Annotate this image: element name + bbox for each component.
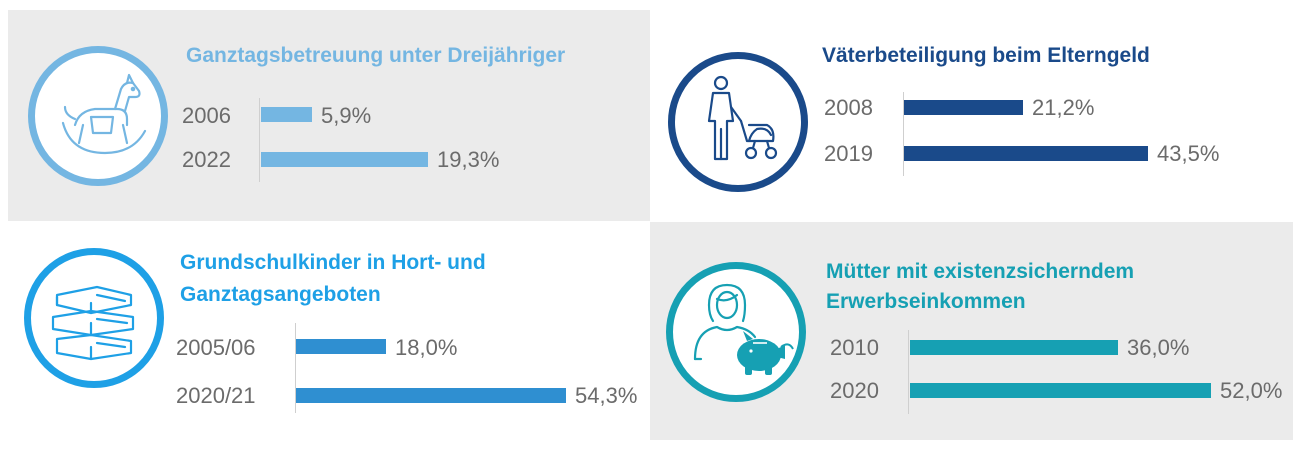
- chart-axis: [295, 323, 296, 413]
- chart-title-line-2: Ganztagsangeboten: [180, 283, 381, 306]
- value-label: 18,0%: [395, 335, 458, 360]
- bar-2010: [910, 340, 1118, 355]
- chart-title-line-1: Mütter mit existenzsicherndem: [826, 260, 1135, 283]
- chart-axis: [259, 98, 260, 182]
- value-label: 52,0%: [1220, 378, 1283, 403]
- chart-axis: [903, 92, 904, 176]
- value-label: 54,3%: [575, 383, 638, 408]
- category-label: 2020/21: [176, 383, 256, 408]
- category-label: 2008: [824, 95, 873, 120]
- mother-piggy-bank-icon: [666, 262, 806, 402]
- category-label: 2006: [182, 103, 231, 128]
- chart-title-line-2: Erwerbseinkommen: [826, 290, 1026, 313]
- bar-2008: [904, 100, 1023, 115]
- value-label: 19,3%: [437, 147, 500, 172]
- bar-2006: [261, 107, 312, 122]
- category-label: 2010: [830, 335, 879, 360]
- category-label: 2022: [182, 147, 231, 172]
- chart-title-line-1: Grundschulkinder in Hort- und: [180, 251, 486, 274]
- chart-axis: [908, 330, 909, 414]
- chart-title: Ganztagsbetreuung unter Dreijähriger: [186, 44, 566, 67]
- value-label: 36,0%: [1127, 335, 1190, 360]
- chart-title: Väterbeteiligung beim Elterngeld: [822, 44, 1150, 67]
- bar-2005-06: [296, 339, 386, 354]
- bar-2019: [904, 146, 1148, 161]
- bar-2022: [261, 152, 428, 167]
- bar-2020: [910, 383, 1211, 398]
- value-label: 43,5%: [1157, 141, 1220, 166]
- category-label: 2005/06: [176, 335, 256, 360]
- rocking-horse-icon: [28, 46, 168, 186]
- books-icon: [24, 248, 164, 388]
- bar-2020-21: [296, 388, 566, 403]
- father-stroller-icon: [668, 52, 808, 192]
- value-label: 5,9%: [321, 103, 372, 128]
- category-label: 2019: [824, 141, 873, 166]
- value-label: 21,2%: [1032, 95, 1095, 120]
- category-label: 2020: [830, 378, 879, 403]
